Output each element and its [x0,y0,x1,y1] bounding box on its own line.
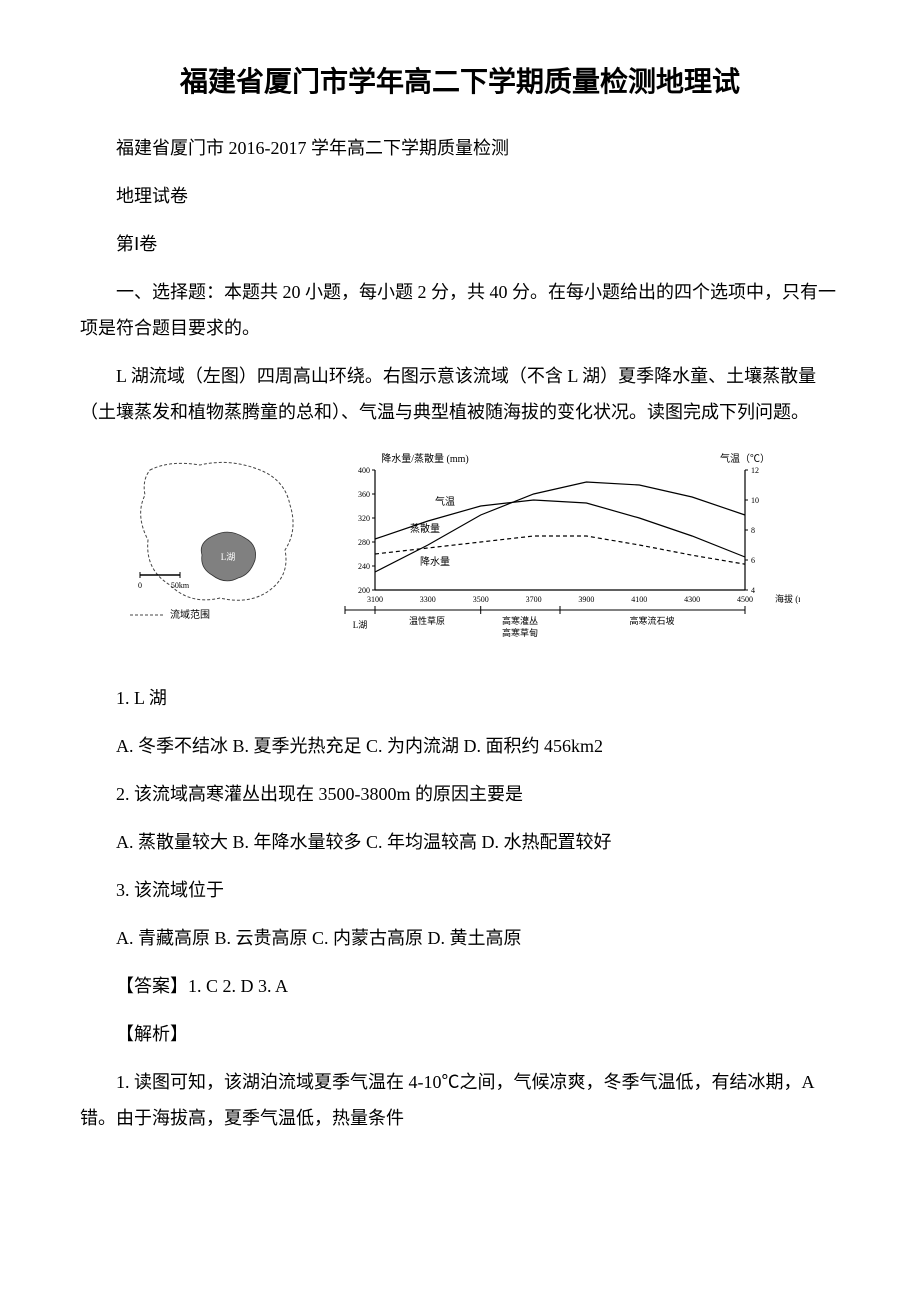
basin-boundary [141,462,293,600]
svg-text:3900: 3900 [578,595,594,604]
svg-text:4: 4 [751,586,755,595]
left-y-ticks: 200 240 280 320 360 400 [358,466,375,595]
explain-label: 【解析】 [80,1016,840,1052]
vegetation-axis: L湖 温性草原 高寒灌丛 高寒草甸 高寒流石坡 [345,606,745,638]
passage: L 湖流域（左图）四周高山环绕。右图示意该流域（不含 L 湖）夏季降水童、土壤蒸… [80,358,840,430]
question-3: 3. 该流域位于 [80,872,840,908]
figure-row: L湖 0 50km 流域范围 降水量/蒸散量 (mm) 气温（℃） 200 24… [80,450,840,660]
svg-text:高寒灌丛: 高寒灌丛 [502,615,538,626]
svg-text:4100: 4100 [631,595,647,604]
question-2: 2. 该流域高寒灌丛出现在 3500-3800m 的原因主要是 [80,776,840,812]
svg-text:高寒草甸: 高寒草甸 [502,627,538,638]
evap-curve-label: 蒸散量 [410,522,440,535]
left-y-axis-label: 降水量/蒸散量 (mm) [381,452,469,465]
x-ticks: 3100 3300 3500 3700 3900 4100 4300 4500 [367,595,753,604]
svg-text:10: 10 [751,496,759,505]
instructions: 一、选择题：本题共 20 小题，每小题 2 分，共 40 分。在每小题给出的四个… [80,274,840,346]
x-axis-label: 海拔 (m) [775,593,800,604]
svg-text:4300: 4300 [684,595,700,604]
svg-text:3700: 3700 [526,595,542,604]
svg-text:L湖: L湖 [353,620,368,630]
chart-figure: 降水量/蒸散量 (mm) 气温（℃） 200 240 280 320 360 4… [320,450,800,660]
svg-text:3100: 3100 [367,595,383,604]
svg-text:400: 400 [358,466,370,475]
question-3-options: A. 青藏高原 B. 云贵高原 C. 内蒙古高原 D. 黄土高原 [80,920,840,956]
section-label: 第Ⅰ卷 [80,226,840,262]
question-1: 1. L 湖 [80,680,840,716]
scale-zero: 0 [138,581,142,590]
answers: 【答案】1. C 2. D 3. A [80,968,840,1004]
paper-name: 地理试卷 [80,178,840,214]
question-1-options: A. 冬季不结冰 B. 夏季光热充足 C. 为内流湖 D. 面积约 456km2 [80,728,840,764]
right-y-ticks: 4 6 8 10 12 [745,466,759,595]
svg-text:高寒流石坡: 高寒流石坡 [629,615,674,626]
question-2-options: A. 蒸散量较大 B. 年降水量较多 C. 年均温较高 D. 水热配置较好 [80,824,840,860]
subtitle: 福建省厦门市 2016-2017 学年高二下学期质量检测 [80,130,840,166]
svg-text:温性草原: 温性草原 [409,615,445,626]
scale-label: 50km [171,581,190,590]
svg-text:12: 12 [751,466,759,475]
svg-text:240: 240 [358,562,370,571]
map-figure: L湖 0 50km 流域范围 [120,450,310,630]
svg-text:8: 8 [751,526,755,535]
boundary-legend-label: 流域范围 [170,608,210,621]
svg-text:4500: 4500 [737,595,753,604]
svg-text:3500: 3500 [473,595,489,604]
svg-text:6: 6 [751,556,755,565]
svg-text:3300: 3300 [420,595,436,604]
explain-1: 1. 读图可知，该湖泊流域夏季气温在 4-10℃之间，气候凉爽，冬季气温低，有结… [80,1064,840,1136]
temp-curve-label: 气温 [435,495,455,508]
svg-text:360: 360 [358,490,370,499]
page-title: 福建省厦门市学年高二下学期质量检测地理试 [80,60,840,100]
svg-text:280: 280 [358,538,370,547]
svg-text:320: 320 [358,514,370,523]
lake-label: L湖 [221,552,236,562]
right-y-axis-label: 气温（℃） [720,452,770,465]
svg-text:200: 200 [358,586,370,595]
precip-curve-label: 降水量 [420,555,450,568]
